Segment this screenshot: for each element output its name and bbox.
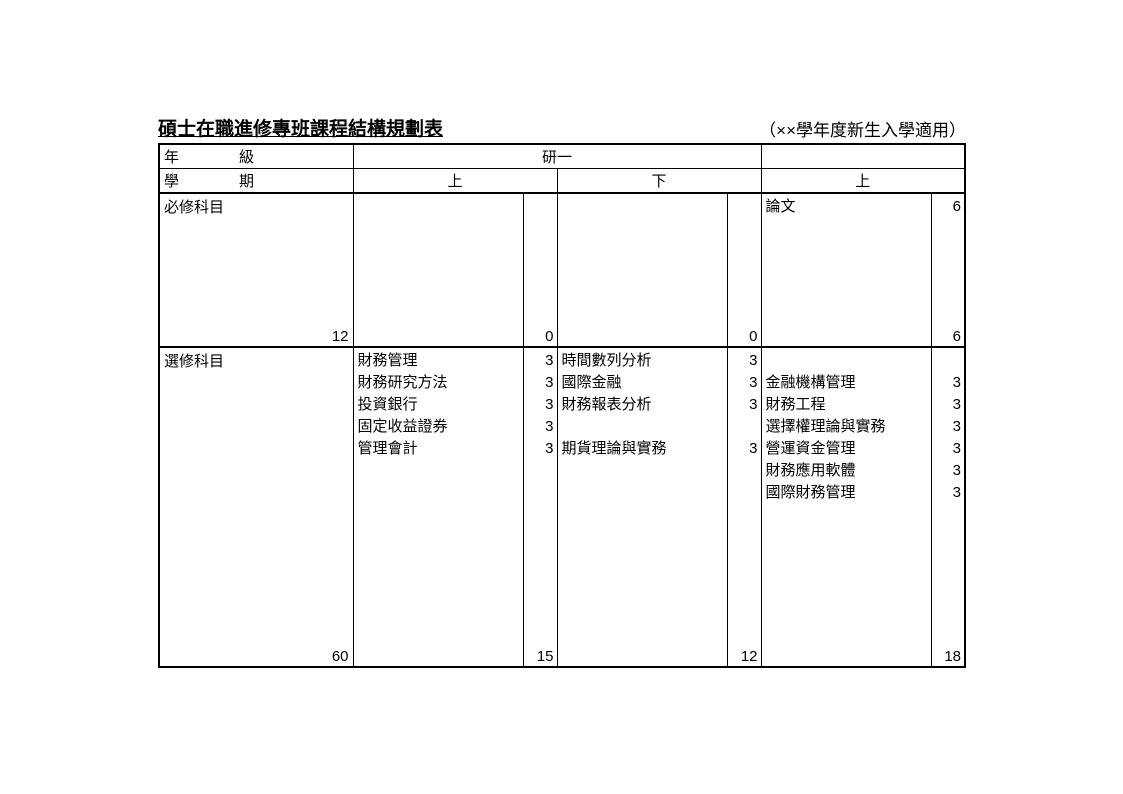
course-credit (749, 416, 757, 438)
curriculum-plan-table: 碩士在職進修專班課程結構規劃表 （××學年度新生入學適用） 年 級 研一 學 期… (158, 114, 966, 668)
page-subtitle: （××學年度新生入學適用） (759, 116, 966, 141)
course-credit: 3 (545, 438, 553, 460)
required-sem3-subtotal: 6 (953, 328, 961, 345)
course-credit: 3 (749, 438, 757, 460)
elective-sem1-subtotal: 15 (537, 648, 554, 665)
elective-label: 選修科目 (164, 350, 224, 371)
course-credit: 3 (545, 416, 553, 438)
course-credit: 3 (749, 372, 757, 394)
elective-sem3-cred: 333333 18 (931, 347, 965, 667)
course-credit (953, 350, 961, 372)
course-name: 選擇權理論與實務 (766, 416, 927, 438)
elective-sem2-cred: 333 3 12 (727, 347, 761, 667)
course-credit: 3 (953, 394, 961, 416)
year-value: 研一 (353, 144, 761, 169)
semester-3: 上 (761, 169, 965, 194)
semester-1: 上 (353, 169, 557, 194)
elective-sem1-text: 財務管理財務研究方法投資銀行固定收益證券管理會計 (353, 347, 523, 667)
course-name: 國際金融 (562, 372, 723, 394)
required-sem1-subtotal: 0 (545, 328, 553, 345)
course-credit: 3 (749, 394, 757, 416)
course-name: 管理會計 (358, 438, 519, 460)
course-credit: 3 (953, 482, 961, 504)
semester-2: 下 (557, 169, 761, 194)
elective-sem2-text: 時間數列分析國際金融財務報表分析 期貨理論與實務 (557, 347, 727, 667)
course-name: 財務研究方法 (358, 372, 519, 394)
course-name: 財務管理 (358, 350, 519, 372)
course-credit: 3 (545, 350, 553, 372)
elective-sem3-subtotal: 18 (944, 648, 961, 665)
course-credit: 6 (953, 196, 961, 218)
required-sem3-text: 論文 (761, 193, 931, 347)
elective-col1-total: 60 (332, 648, 349, 665)
course-name (766, 350, 927, 372)
year-blank (761, 144, 965, 169)
elective-sem1-cred: 33333 15 (523, 347, 557, 667)
course-name: 論文 (766, 196, 927, 218)
plan-table: 年 級 研一 學 期 上 下 上 必修科目 12 (158, 143, 966, 668)
required-cell-label: 必修科目 12 (159, 193, 353, 347)
course-name: 時間數列分析 (562, 350, 723, 372)
page-title: 碩士在職進修專班課程結構規劃表 (158, 114, 443, 141)
elective-cell-label: 選修科目 60 (159, 347, 353, 667)
course-credit: 3 (953, 372, 961, 394)
year-label: 年 級 (159, 144, 353, 169)
course-name: 營運資金管理 (766, 438, 927, 460)
course-credit: 3 (953, 460, 961, 482)
required-sem1-cred: 0 (523, 193, 557, 347)
semester-label: 學 期 (159, 169, 353, 194)
required-sem3-cred: 6 6 (931, 193, 965, 347)
course-credit: 3 (545, 372, 553, 394)
required-sem2-cred: 0 (727, 193, 761, 347)
course-name (562, 416, 723, 438)
course-name: 期貨理論與實務 (562, 438, 723, 460)
elective-sem2-subtotal: 12 (741, 648, 758, 665)
course-name: 固定收益證券 (358, 416, 519, 438)
required-sem2-text (557, 193, 727, 347)
course-name: 財務報表分析 (562, 394, 723, 416)
course-credit: 3 (749, 350, 757, 372)
course-name: 財務工程 (766, 394, 927, 416)
course-name: 國際財務管理 (766, 482, 927, 504)
required-sem2-subtotal: 0 (749, 328, 757, 345)
required-sem1-text (353, 193, 523, 347)
course-name: 金融機構管理 (766, 372, 927, 394)
course-credit: 3 (545, 394, 553, 416)
course-name: 財務應用軟體 (766, 460, 927, 482)
required-col1-total: 12 (332, 328, 349, 345)
required-label: 必修科目 (164, 196, 224, 217)
elective-sem3-text: 金融機構管理財務工程選擇權理論與實務營運資金管理財務應用軟體國際財務管理 (761, 347, 931, 667)
course-name: 投資銀行 (358, 394, 519, 416)
course-credit: 3 (953, 438, 961, 460)
course-credit: 3 (953, 416, 961, 438)
